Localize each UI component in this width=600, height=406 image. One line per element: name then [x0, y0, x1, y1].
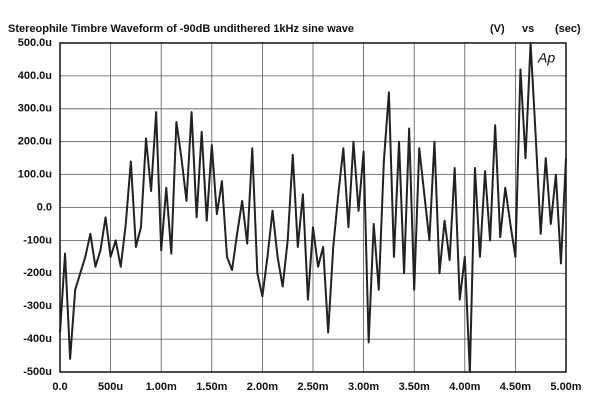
- y-tick-label: 400.0u: [18, 70, 52, 82]
- x-tick-label: 3.50m: [399, 381, 430, 393]
- y-tick-label: 100.0u: [18, 169, 52, 181]
- x-tick-label: 2.00m: [247, 381, 278, 393]
- y-tick-label: -200u: [23, 267, 52, 279]
- y-tick-label: 500.0u: [18, 37, 52, 49]
- y-tick-label: 0.0: [37, 201, 52, 213]
- y-tick-label: -100u: [23, 234, 52, 246]
- chart-title: Stereophile Timbre Waveform of -90dB und…: [8, 23, 354, 35]
- x-tick-label: 0.0: [52, 381, 67, 393]
- x-tick-label: 3.00m: [348, 381, 379, 393]
- y-tick-label: 200.0u: [18, 136, 52, 148]
- y-tick-label: -500u: [23, 366, 52, 378]
- x-tick-label: 4.00m: [449, 381, 480, 393]
- y-tick-label: -400u: [23, 333, 52, 345]
- vs-label: vs: [522, 23, 534, 35]
- x-tick-label: 2.50m: [297, 381, 328, 393]
- x-tick-label: 500u: [98, 381, 123, 393]
- plot-border: [59, 42, 567, 373]
- x-tick-label: 1.50m: [196, 381, 227, 393]
- y-tick-label: 300.0u: [18, 103, 52, 115]
- x-tick-label: 5.00m: [550, 381, 581, 393]
- logo: Ap: [537, 50, 555, 66]
- y-unit: (V): [490, 23, 505, 35]
- waveform-line: [59, 42, 567, 373]
- x-unit: (sec): [555, 23, 581, 35]
- x-tick-label: 4.50m: [500, 381, 531, 393]
- y-tick-label: -300u: [23, 300, 52, 312]
- x-tick-label: 1.00m: [146, 381, 177, 393]
